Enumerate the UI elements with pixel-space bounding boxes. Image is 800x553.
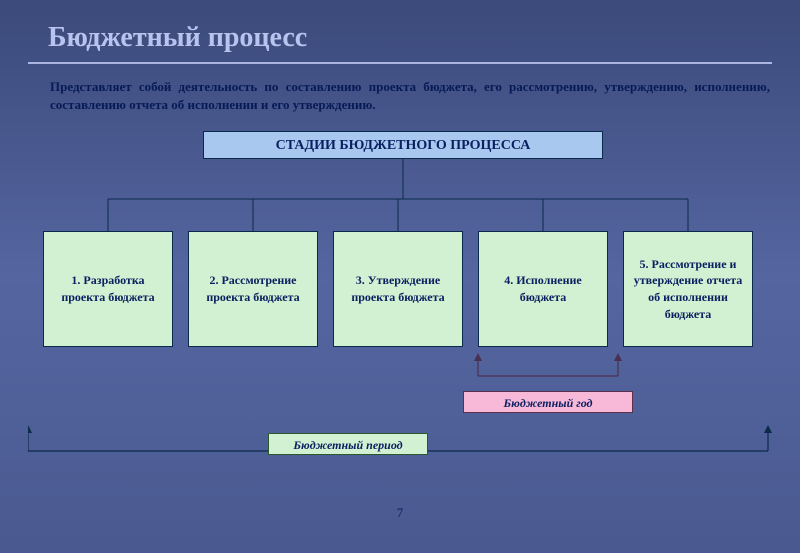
stages-header-box: СТАДИИ БЮДЖЕТНОГО ПРОЦЕССА [203, 131, 603, 159]
budget-year-label: Бюджетный год [463, 391, 633, 413]
page-number: 7 [0, 505, 800, 521]
stage-box-1: 1. Разработка проекта бюджета [43, 231, 173, 347]
title-divider [28, 62, 772, 64]
stage-box-3: 3. Утверждение проекта бюджета [333, 231, 463, 347]
budget-period-label: Бюджетный период [268, 433, 428, 455]
stage-box-4: 4. Исполнение бюджета [478, 231, 608, 347]
page-title: Бюджетный процесс [0, 0, 800, 62]
description-text: Представляет собой деятельность по соста… [0, 78, 800, 113]
stage-box-2: 2. Рассмотрение проекта бюджета [188, 231, 318, 347]
process-diagram: СТАДИИ БЮДЖЕТНОГО ПРОЦЕССА 1. Разработка… [28, 131, 772, 471]
stage-box-5: 5. Рассмотрение и утверждение отчета об … [623, 231, 753, 347]
